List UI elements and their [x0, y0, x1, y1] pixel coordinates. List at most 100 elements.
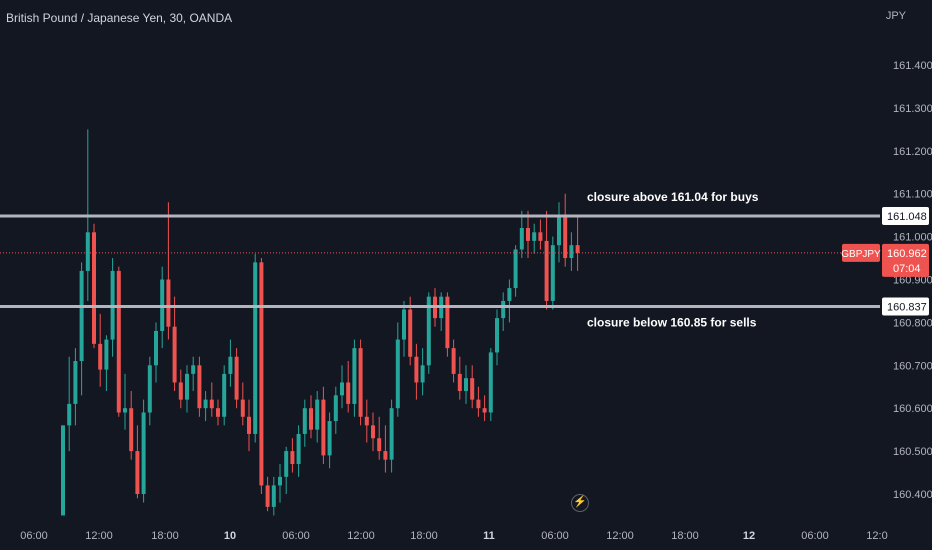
candle — [271, 476, 276, 516]
candle — [377, 416, 382, 460]
candle-body — [538, 232, 543, 241]
candle-body — [501, 300, 506, 319]
candle — [290, 438, 295, 473]
candle-body — [544, 240, 549, 301]
candle-body — [476, 399, 481, 409]
level-price-badge — [882, 207, 929, 226]
candle-body — [395, 339, 400, 409]
candle-body — [519, 228, 524, 250]
y-tick-label: 161.100 — [893, 189, 932, 201]
y-tick-label: 160.800 — [893, 317, 932, 329]
price-axis[interactable]: 161.400 161.300 161.200 161.100 161.000 160.9… — [893, 60, 932, 501]
candle — [166, 202, 171, 340]
level-price-label: 160.837 — [887, 302, 927, 314]
y-tick-label: 160.900 — [893, 275, 932, 287]
candle — [519, 210, 524, 259]
candle — [476, 386, 481, 417]
candle-body — [67, 403, 72, 426]
candle — [253, 253, 258, 443]
candle-body — [73, 361, 78, 404]
candle-body — [426, 296, 431, 366]
candle — [79, 262, 84, 396]
candle — [426, 292, 431, 374]
candle — [73, 348, 78, 426]
candle — [141, 399, 146, 503]
candle — [526, 210, 530, 259]
candle — [98, 313, 103, 387]
candle — [135, 425, 140, 499]
candle-body — [333, 395, 338, 422]
candle-body — [98, 343, 103, 370]
candle — [482, 395, 487, 422]
y-tick-label: 160.600 — [893, 403, 932, 415]
candle — [439, 292, 444, 331]
candle-body — [129, 408, 134, 452]
candle — [191, 356, 196, 392]
candle-body — [166, 279, 171, 327]
candle-body — [141, 412, 146, 494]
current-price-label: 160.962 — [887, 248, 927, 260]
x-tick-label: 18:00 — [671, 530, 699, 542]
candle-body — [575, 245, 580, 253]
symbol-badge-label: GBPJPY — [841, 249, 881, 260]
x-tick-label: 12 — [743, 530, 755, 542]
candle-body — [513, 249, 518, 289]
candle-body — [123, 408, 127, 413]
x-tick-label: 06:00 — [282, 530, 310, 542]
candle — [340, 365, 344, 409]
y-tick-label: 161.000 — [893, 232, 932, 244]
level-annotation: closure below 160.85 for sells — [587, 316, 757, 330]
candle-body — [253, 262, 258, 434]
candle — [247, 399, 251, 452]
candle — [284, 446, 289, 494]
candle — [414, 343, 419, 400]
candle-body — [371, 425, 375, 439]
candle — [352, 339, 357, 417]
candle-body — [302, 408, 307, 434]
level-price-label: 161.048 — [887, 211, 927, 223]
y-tick-label: 161.400 — [893, 60, 932, 72]
candle-body — [340, 382, 344, 396]
candle-body — [327, 421, 332, 456]
candle — [507, 279, 512, 323]
level-price-badge — [882, 297, 929, 316]
lightning-icon[interactable]: ⚡ — [571, 494, 589, 512]
candle-body — [271, 485, 276, 507]
candle-body — [464, 378, 468, 392]
candle — [222, 365, 227, 426]
candle — [197, 356, 202, 417]
candle-body — [346, 382, 351, 404]
candle — [296, 425, 301, 477]
candle — [451, 339, 456, 383]
candle-body — [216, 408, 220, 417]
candle — [333, 386, 338, 434]
candle-body — [507, 288, 512, 301]
candle-body — [104, 339, 109, 370]
candle-body — [284, 451, 289, 477]
candle — [371, 412, 375, 452]
candle-body — [414, 356, 419, 383]
y-tick-label: 161.200 — [893, 146, 932, 158]
candle — [123, 373, 127, 430]
candle-body — [135, 451, 140, 494]
candle-body — [309, 408, 313, 430]
candle — [420, 348, 425, 396]
candle-body — [526, 228, 530, 241]
candle-body — [228, 356, 233, 374]
candle-body — [259, 262, 264, 486]
candle-body — [451, 348, 456, 374]
candle-body — [532, 232, 537, 241]
candle — [209, 382, 214, 417]
time-axis[interactable]: 06:00 12:00 18:00 10 06:00 12:00 18:00 11 06:00 1… — [20, 530, 887, 542]
candle-body — [172, 326, 177, 383]
candle-body — [240, 399, 245, 417]
horizontal-levels[interactable]: closure above 161.04 for buys closure bel… — [0, 190, 880, 330]
candle — [389, 399, 394, 473]
x-tick-label: 06:00 — [541, 530, 569, 542]
symbol-title[interactable]: British Pound / Japanese Yen, 30, OANDA — [6, 11, 233, 25]
candle-body — [315, 399, 320, 430]
candle — [395, 322, 400, 417]
level-annotation: closure above 161.04 for buys — [587, 190, 759, 204]
currency-label: JPY — [885, 10, 906, 22]
